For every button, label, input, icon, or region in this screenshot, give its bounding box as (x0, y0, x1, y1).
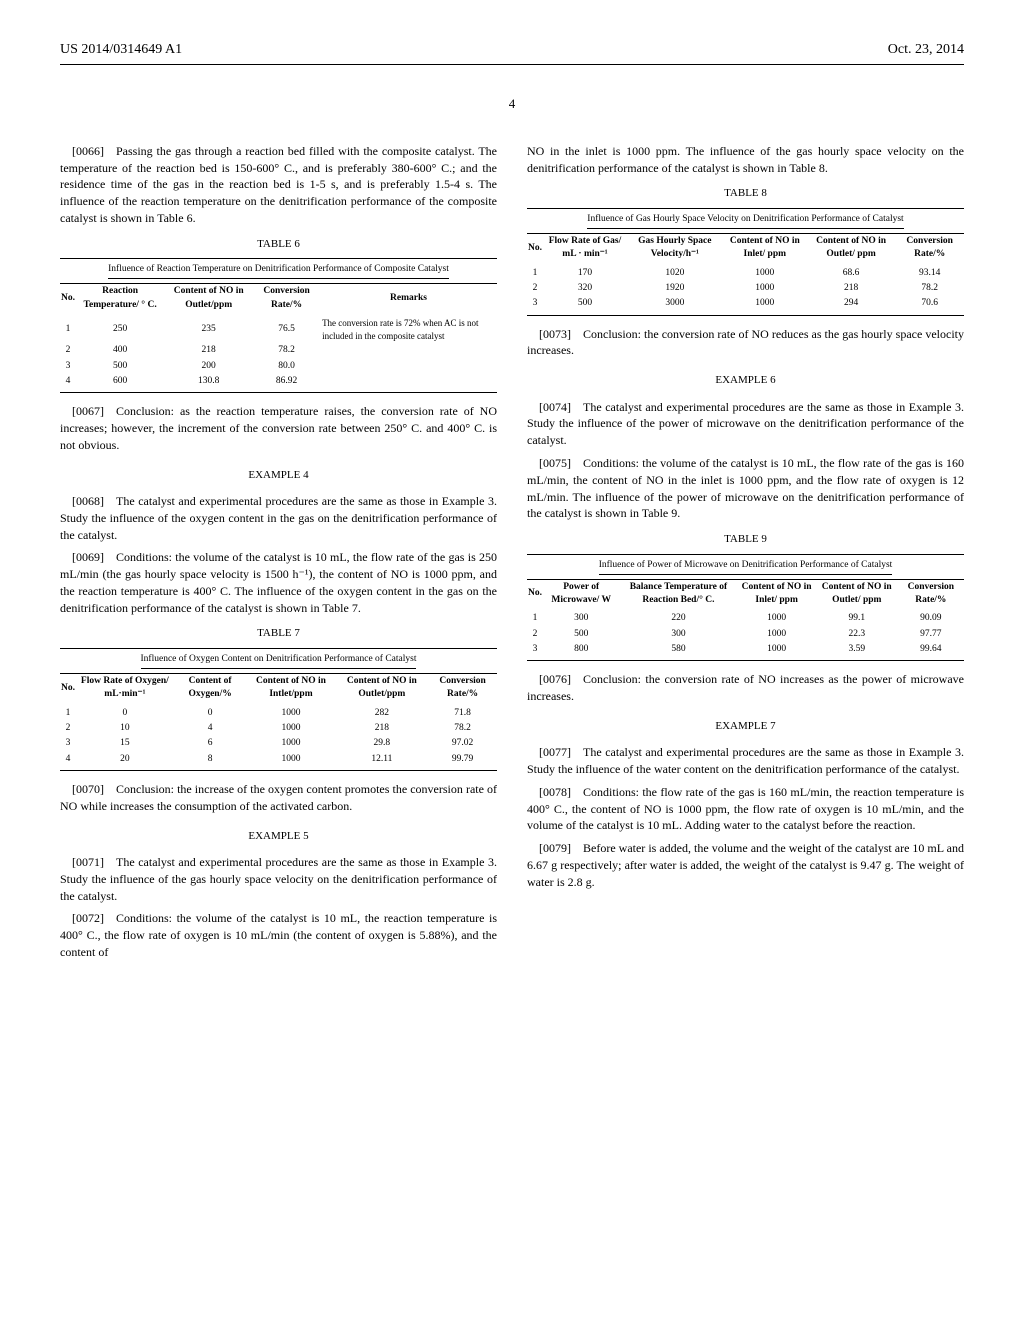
t6-h1: Reaction Temperature/ ° C. (76, 284, 164, 313)
para-70: [0070] Conclusion: the increase of the o… (60, 781, 497, 815)
t6-h0: No. (60, 284, 76, 313)
table6-label: TABLE 6 (60, 237, 497, 252)
para-73: [0073] Conclusion: the conversion rate o… (527, 326, 964, 360)
t6-h3: Conversion Rate/% (253, 284, 320, 313)
para-66: [0066] Passing the gas through a reactio… (60, 143, 497, 227)
table-row: 100100028271.8 (60, 703, 497, 721)
table-row: 3156100029.897.02 (60, 736, 497, 751)
table-row: 125023576.5The conversion rate is 72% wh… (60, 313, 497, 343)
para-76: [0076] Conclusion: the conversion rate o… (527, 671, 964, 705)
table-row: 2500300100022.397.77 (527, 627, 964, 642)
para-72: [0072] Conditions: the volume of the cat… (60, 910, 497, 960)
table-row: 23201920100021878.2 (527, 281, 964, 296)
table7-caption: Influence of Oxygen Content on Denitrifi… (141, 653, 417, 669)
example-5-heading: EXAMPLE 5 (60, 829, 497, 844)
table-row: 11701020100068.693.14 (527, 263, 964, 281)
table-8: Influence of Gas Hourly Space Velocity o… (527, 208, 964, 316)
example-6-heading: EXAMPLE 6 (527, 373, 964, 388)
para-68: [0068] The catalyst and experimental pro… (60, 493, 497, 543)
para-74: [0074] The catalyst and experimental pro… (527, 399, 964, 449)
table9-label: TABLE 9 (527, 532, 964, 547)
table-9: Influence of Power of Microwave on Denit… (527, 554, 964, 662)
pub-date: Oct. 23, 2014 (888, 40, 964, 60)
example-4-heading: EXAMPLE 4 (60, 468, 497, 483)
para-67: [0067] Conclusion: as the reaction tempe… (60, 403, 497, 453)
table-row: 1300220100099.190.09 (527, 608, 964, 626)
table6-caption: Influence of Reaction Temperature on Den… (108, 263, 449, 279)
table-row: 380058010003.5999.64 (527, 642, 964, 661)
page-header: US 2014/0314649 A1 Oct. 23, 2014 (60, 40, 964, 60)
table9-caption: Influence of Power of Microwave on Denit… (599, 559, 893, 575)
content-columns: [0066] Passing the gas through a reactio… (60, 143, 964, 967)
example-7-heading: EXAMPLE 7 (527, 719, 964, 734)
page-number: 4 (60, 95, 964, 113)
para-69: [0069] Conditions: the volume of the cat… (60, 549, 497, 616)
para-79: [0079] Before water is added, the volume… (527, 840, 964, 890)
t6-h4: Remarks (320, 284, 497, 313)
t6-h2: Content of NO in Outlet/ppm (164, 284, 253, 313)
table-row: 350020080.0 (60, 359, 497, 374)
table8-label: TABLE 8 (527, 186, 964, 201)
para-72-cont: NO in the inlet is 1000 ppm. The influen… (527, 143, 964, 177)
para-78: [0078] Conditions: the flow rate of the … (527, 784, 964, 834)
table8-caption: Influence of Gas Hourly Space Velocity o… (587, 213, 903, 229)
pub-number: US 2014/0314649 A1 (60, 40, 182, 60)
table-row: 35003000100029470.6 (527, 296, 964, 315)
para-75: [0075] Conditions: the volume of the cat… (527, 455, 964, 522)
table-row: 240021878.2 (60, 343, 497, 358)
table-row: 4600130.886.92 (60, 374, 497, 393)
left-column: [0066] Passing the gas through a reactio… (60, 143, 497, 967)
para-77: [0077] The catalyst and experimental pro… (527, 744, 964, 778)
table-row: 2104100021878.2 (60, 721, 497, 736)
table-row: 4208100012.1199.79 (60, 752, 497, 771)
header-rule (60, 64, 964, 65)
table-7: Influence of Oxygen Content on Denitrifi… (60, 648, 497, 771)
table7-label: TABLE 7 (60, 626, 497, 641)
table-6: Influence of Reaction Temperature on Den… (60, 258, 497, 393)
right-column: NO in the inlet is 1000 ppm. The influen… (527, 143, 964, 967)
para-71: [0071] The catalyst and experimental pro… (60, 854, 497, 904)
